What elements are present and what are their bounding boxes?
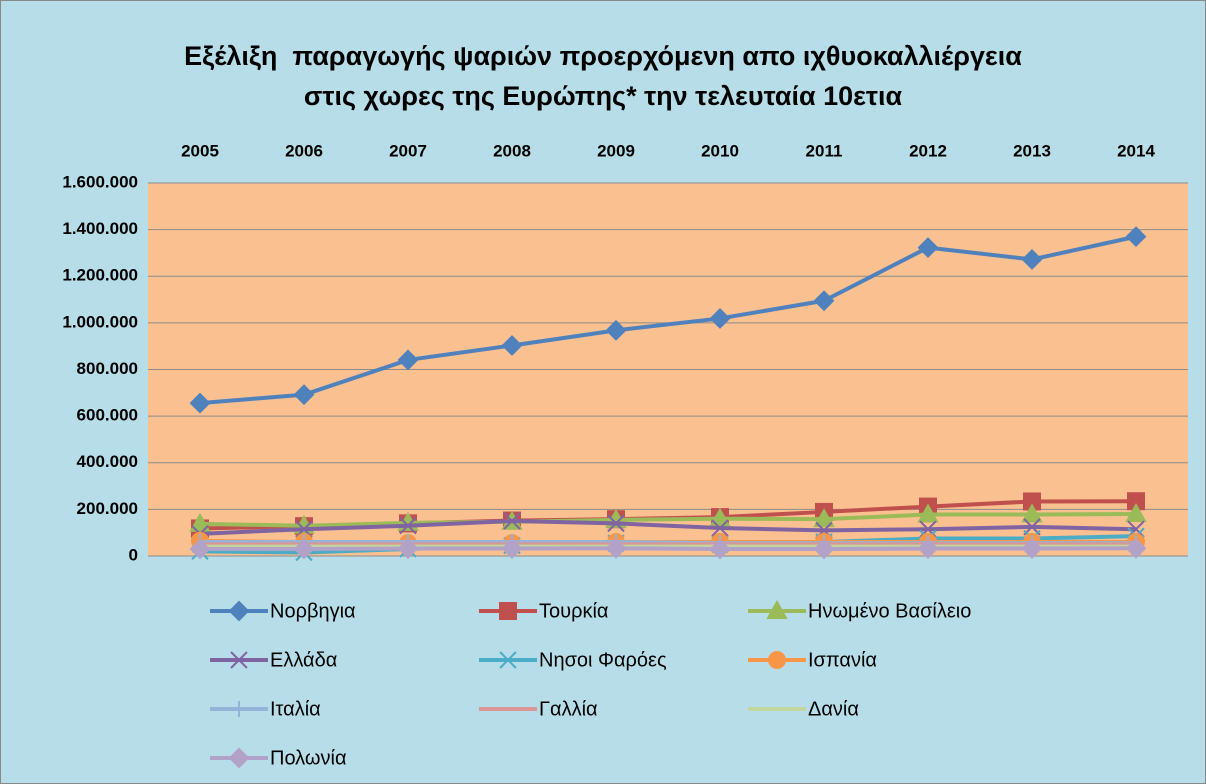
marker: [1125, 226, 1147, 248]
marker: [397, 349, 419, 371]
x-tick-label: 2013: [1013, 141, 1051, 160]
marker: [766, 599, 788, 619]
x-tick-label: 2014: [1117, 141, 1155, 160]
marker: [295, 520, 313, 538]
legend-label: Ηνωμένο Βασίλειο: [808, 600, 971, 622]
marker: [917, 538, 939, 559]
marker: [503, 512, 521, 530]
marker: [813, 538, 835, 560]
marker: [917, 237, 939, 258]
marker: [1125, 537, 1147, 559]
legend-label: Γαλλία: [539, 698, 598, 720]
legend-label: Νορβηγια: [270, 600, 356, 622]
x-tick-label: 2005: [181, 141, 219, 160]
marker: [501, 335, 523, 356]
marker: [709, 308, 731, 329]
chart-title: Εξέλιξη παραγωγής ψαριών προερχόμενη απο…: [184, 41, 1022, 71]
line: [199, 234, 1137, 406]
marker: [228, 600, 250, 622]
y-tick-label: 1.000.000: [62, 312, 138, 331]
marker: [605, 537, 627, 559]
legend-label: Ελλάδα: [270, 649, 337, 671]
x-tick-label: 2012: [909, 141, 947, 160]
line: [199, 519, 1137, 536]
legend-label: Ισπανία: [808, 649, 877, 671]
marker: [189, 538, 211, 560]
legend-label: Δανία: [808, 698, 859, 720]
x-tick-label: 2009: [597, 141, 635, 160]
marker: [293, 538, 315, 560]
marker: [607, 514, 625, 533]
marker: [1021, 249, 1043, 270]
marker: [189, 512, 211, 532]
y-tick-label: 400.000: [77, 452, 138, 471]
marker: [813, 290, 835, 312]
marker: [917, 503, 939, 523]
y-tick-label: 600.000: [77, 406, 138, 425]
marker: [711, 519, 729, 537]
x-tick-label: 2010: [701, 141, 739, 160]
y-tick-label: 1.200.000: [62, 266, 138, 285]
series: [189, 537, 1147, 560]
marker: [709, 538, 731, 560]
marker: [709, 507, 731, 527]
legend-label: Πολωνία: [270, 747, 347, 769]
x-tick-label: 2007: [389, 141, 427, 160]
marker: [189, 392, 211, 414]
legend-label: Τουρκία: [539, 600, 608, 622]
y-tick-label: 1.400.000: [62, 219, 138, 238]
marker: [228, 747, 250, 769]
x-tick-label: 2011: [806, 141, 843, 160]
marker: [1021, 538, 1043, 559]
chart-title: στις χωρες της Ευρώπης* την τελευταία 10…: [304, 81, 903, 111]
marker: [399, 516, 417, 535]
y-tick-label: 200.000: [77, 499, 138, 518]
y-tick-label: 0: [129, 545, 138, 564]
marker: [1021, 503, 1043, 523]
marker: [605, 319, 627, 341]
marker: [499, 651, 517, 669]
marker: [813, 508, 835, 528]
line: [199, 512, 1137, 528]
marker: [501, 538, 523, 559]
marker: [1125, 502, 1147, 523]
marker: [499, 602, 517, 620]
y-tick-label: 1.600.000: [62, 172, 138, 191]
marker: [293, 384, 315, 406]
marker: [230, 651, 248, 669]
series: [189, 502, 1147, 534]
legend-label: Νησοι Φαρόες: [539, 649, 667, 671]
x-tick-label: 2008: [493, 141, 531, 160]
legend-label: Ιταλία: [270, 698, 321, 720]
y-tick-label: 800.000: [77, 359, 138, 378]
x-tick-label: 2006: [285, 141, 323, 160]
marker: [397, 538, 419, 559]
marker: [768, 651, 786, 669]
series: [189, 226, 1147, 414]
line: [200, 546, 1137, 552]
